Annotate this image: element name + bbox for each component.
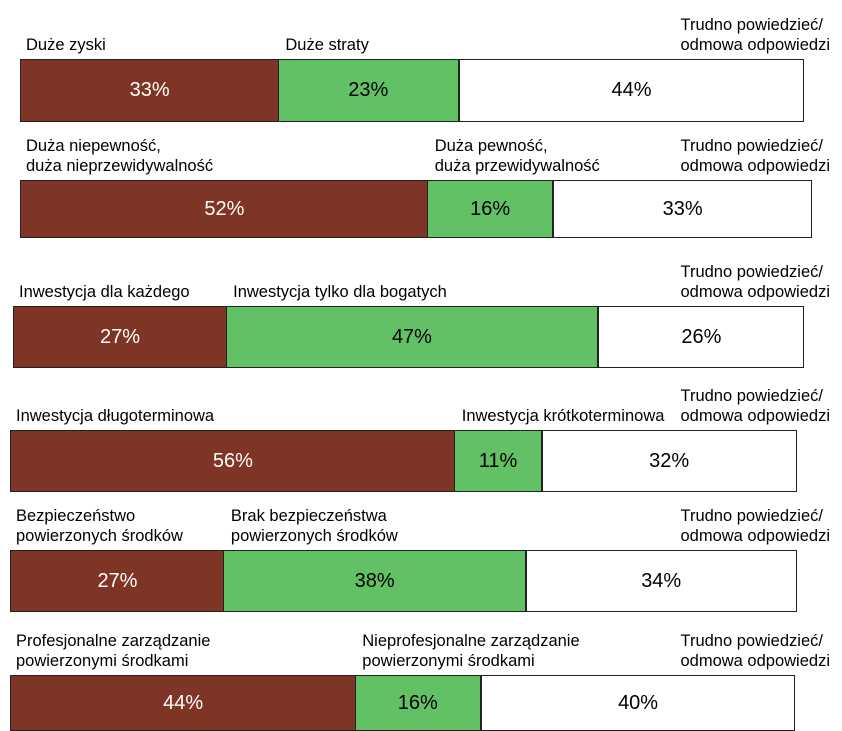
category-label: Duże straty [285, 36, 369, 54]
category-label: Duże zyski [26, 36, 106, 54]
category-label: Inwestycja długoterminowa [16, 407, 215, 425]
bar-segment: 16% [354, 675, 481, 731]
category-label: Brak bezpieczeństwa powierzonych środków [230, 507, 398, 545]
value-label: 16% [397, 691, 438, 714]
bar-segment: 23% [277, 59, 459, 122]
bar-segment: 47% [225, 306, 599, 368]
category-label: Duża pewność, duża przewidywalność [434, 137, 600, 175]
category-label: Bezpieczeństwo powierzonych środków [16, 507, 183, 545]
bar-segment: 16% [427, 180, 553, 238]
bar-segment: 33% [552, 180, 813, 238]
category-label: Inwestycja dla każdego [19, 283, 190, 301]
category-label: Profesjonalne zarządzanie powierzonymi ś… [16, 632, 211, 670]
value-label: 38% [354, 569, 395, 592]
value-label: 23% [348, 79, 389, 101]
value-label: 11% [478, 449, 518, 472]
category-label: Trudno powiedzieć/ odmowa odpowiedzi [680, 387, 830, 425]
bar-segment: 26% [598, 306, 805, 368]
value-label: 44% [163, 691, 204, 714]
value-label: 44% [611, 79, 652, 101]
bar-segment: 32% [541, 430, 797, 492]
value-label: 32% [649, 449, 690, 472]
value-label: 34% [641, 569, 682, 592]
value-label: 33% [129, 79, 170, 101]
category-label: Trudno powiedzieć/ odmowa odpowiedzi [680, 137, 830, 175]
bar-segment: 40% [480, 675, 796, 731]
value-label: 27% [100, 325, 141, 348]
bar-segment: 11% [454, 430, 542, 492]
category-label: Trudno powiedzieć/ odmowa odpowiedzi [680, 16, 830, 54]
value-label: 56% [212, 449, 253, 472]
bar-segment: 33% [20, 59, 280, 122]
bar-segment: 34% [525, 550, 797, 612]
category-label: Inwestycja krótkoterminowa [461, 407, 665, 425]
bar-segment: 27% [13, 306, 228, 368]
category-label: Inwestycja tylko dla bogatych [233, 283, 447, 301]
value-label: 27% [97, 569, 138, 592]
bar-segment: 44% [10, 675, 357, 731]
category-label: Trudno powiedzieć/ odmowa odpowiedzi [680, 263, 830, 301]
category-label: Nieprofesjonalne zarządzanie powierzonym… [362, 632, 580, 670]
bar-segment: 56% [10, 430, 456, 492]
bar-segment: 27% [10, 550, 225, 612]
value-label: 26% [681, 325, 722, 348]
bar-segment: 44% [458, 59, 805, 122]
bar-segment: 38% [223, 550, 526, 612]
value-label: 40% [618, 691, 659, 714]
value-label: 33% [662, 197, 703, 220]
category-label: Duża niepewność, duża nieprzewidywalność [26, 137, 214, 175]
value-label: 16% [470, 197, 511, 220]
value-label: 47% [391, 325, 432, 348]
bar-segment: 52% [20, 180, 429, 238]
value-label: 52% [204, 197, 245, 220]
category-label: Trudno powiedzieć/ odmowa odpowiedzi [680, 632, 830, 670]
category-label: Trudno powiedzieć/ odmowa odpowiedzi [680, 507, 830, 545]
